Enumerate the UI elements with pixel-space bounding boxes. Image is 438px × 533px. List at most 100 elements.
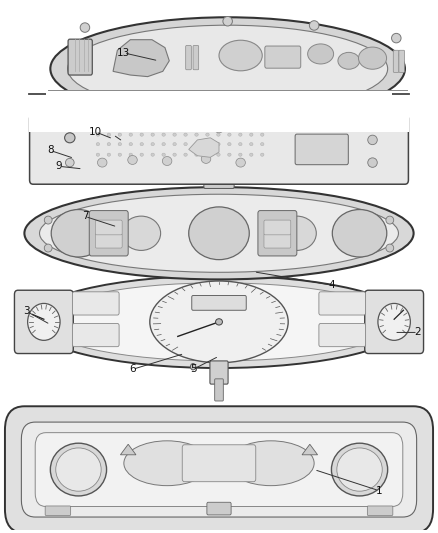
Ellipse shape — [124, 441, 210, 486]
FancyBboxPatch shape — [182, 445, 256, 482]
Ellipse shape — [25, 187, 413, 279]
FancyBboxPatch shape — [72, 292, 119, 315]
FancyBboxPatch shape — [30, 115, 408, 184]
Ellipse shape — [162, 157, 172, 165]
FancyBboxPatch shape — [89, 211, 128, 256]
Ellipse shape — [223, 17, 233, 26]
Ellipse shape — [219, 40, 262, 71]
Text: 2: 2 — [415, 327, 421, 337]
FancyBboxPatch shape — [319, 292, 366, 315]
Ellipse shape — [261, 142, 264, 146]
Polygon shape — [302, 444, 318, 455]
FancyBboxPatch shape — [210, 246, 228, 261]
Ellipse shape — [67, 25, 388, 112]
Ellipse shape — [122, 216, 161, 251]
FancyBboxPatch shape — [264, 233, 291, 248]
Ellipse shape — [173, 153, 177, 156]
Ellipse shape — [129, 142, 133, 146]
Ellipse shape — [118, 142, 122, 146]
Ellipse shape — [261, 133, 264, 136]
FancyBboxPatch shape — [393, 50, 399, 72]
Polygon shape — [120, 444, 136, 455]
Text: 3: 3 — [23, 306, 30, 316]
Ellipse shape — [80, 23, 90, 33]
FancyBboxPatch shape — [264, 220, 291, 235]
Text: 4: 4 — [328, 280, 335, 290]
Ellipse shape — [228, 441, 314, 486]
Ellipse shape — [250, 126, 253, 129]
Ellipse shape — [217, 153, 220, 156]
Ellipse shape — [307, 44, 334, 64]
Ellipse shape — [105, 115, 112, 122]
Ellipse shape — [206, 153, 209, 156]
Text: 7: 7 — [81, 212, 88, 221]
Ellipse shape — [140, 153, 144, 156]
Ellipse shape — [378, 303, 410, 341]
FancyBboxPatch shape — [210, 361, 228, 384]
Ellipse shape — [239, 142, 242, 146]
Text: 10: 10 — [89, 127, 102, 137]
Ellipse shape — [261, 153, 264, 156]
FancyBboxPatch shape — [399, 50, 405, 72]
Ellipse shape — [195, 142, 198, 146]
Text: 1: 1 — [376, 486, 382, 496]
Ellipse shape — [215, 319, 223, 325]
Ellipse shape — [118, 126, 122, 129]
Ellipse shape — [332, 443, 388, 496]
Ellipse shape — [107, 142, 111, 146]
Ellipse shape — [184, 126, 187, 129]
Ellipse shape — [29, 276, 409, 368]
Ellipse shape — [96, 142, 100, 146]
Ellipse shape — [118, 153, 122, 156]
Ellipse shape — [386, 216, 394, 224]
Ellipse shape — [228, 142, 231, 146]
Ellipse shape — [239, 126, 242, 129]
FancyBboxPatch shape — [68, 39, 92, 75]
Ellipse shape — [337, 448, 382, 491]
FancyBboxPatch shape — [265, 46, 301, 68]
Ellipse shape — [107, 126, 111, 129]
Ellipse shape — [184, 133, 187, 136]
Ellipse shape — [66, 158, 74, 167]
Ellipse shape — [50, 443, 106, 496]
Ellipse shape — [96, 153, 100, 156]
Ellipse shape — [368, 158, 377, 167]
FancyBboxPatch shape — [21, 422, 417, 517]
Ellipse shape — [50, 17, 405, 120]
FancyBboxPatch shape — [367, 506, 393, 515]
Text: 13: 13 — [117, 48, 131, 58]
Ellipse shape — [107, 153, 111, 156]
FancyBboxPatch shape — [204, 174, 234, 189]
Ellipse shape — [217, 142, 220, 146]
Ellipse shape — [162, 133, 166, 136]
Text: 8: 8 — [47, 146, 54, 156]
FancyBboxPatch shape — [258, 211, 297, 256]
Ellipse shape — [338, 52, 360, 69]
Text: 9: 9 — [56, 161, 62, 171]
Ellipse shape — [239, 153, 242, 156]
FancyBboxPatch shape — [53, 106, 103, 122]
Ellipse shape — [162, 142, 166, 146]
Ellipse shape — [189, 207, 249, 260]
Ellipse shape — [386, 244, 394, 252]
Ellipse shape — [96, 126, 100, 129]
FancyBboxPatch shape — [207, 502, 231, 515]
FancyBboxPatch shape — [35, 433, 403, 506]
FancyBboxPatch shape — [45, 506, 71, 515]
Ellipse shape — [195, 126, 198, 129]
Ellipse shape — [120, 115, 127, 122]
Ellipse shape — [214, 124, 224, 133]
Ellipse shape — [250, 153, 253, 156]
Ellipse shape — [151, 126, 155, 129]
Ellipse shape — [56, 448, 101, 491]
FancyBboxPatch shape — [192, 106, 251, 122]
Ellipse shape — [309, 21, 319, 30]
Ellipse shape — [42, 283, 396, 361]
Ellipse shape — [51, 209, 106, 257]
Ellipse shape — [118, 133, 122, 136]
Ellipse shape — [151, 153, 155, 156]
Ellipse shape — [332, 209, 387, 257]
Ellipse shape — [140, 142, 144, 146]
FancyBboxPatch shape — [365, 290, 424, 353]
Ellipse shape — [228, 153, 231, 156]
